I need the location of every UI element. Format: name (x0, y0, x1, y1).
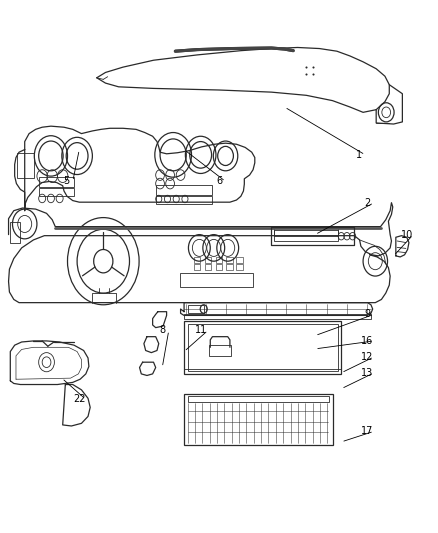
Bar (184, 314, 371, 319)
Bar (188, 305, 204, 313)
Bar (180, 273, 253, 287)
Text: 16: 16 (361, 336, 374, 346)
Bar (205, 264, 211, 270)
Bar (155, 196, 212, 204)
Bar (194, 264, 200, 270)
Bar (215, 264, 222, 270)
Bar (237, 257, 243, 263)
Bar (187, 395, 329, 402)
Bar (17, 153, 34, 178)
Bar (237, 264, 243, 270)
Text: 8: 8 (159, 325, 165, 335)
Text: 17: 17 (361, 426, 374, 437)
Text: 13: 13 (361, 368, 374, 378)
Text: 22: 22 (73, 394, 85, 405)
Bar (39, 177, 74, 187)
Bar (215, 257, 222, 263)
Bar (187, 324, 338, 370)
Bar (205, 257, 211, 263)
Text: 2: 2 (364, 198, 371, 208)
Bar (39, 188, 74, 196)
Bar (226, 264, 233, 270)
Text: 11: 11 (195, 325, 208, 335)
Bar (11, 222, 20, 243)
Text: 12: 12 (361, 352, 374, 362)
Bar (274, 230, 338, 241)
Text: 10: 10 (401, 230, 413, 240)
Text: 5: 5 (63, 176, 69, 187)
Text: 9: 9 (364, 309, 371, 319)
Bar (155, 185, 212, 195)
Bar (184, 321, 341, 374)
Bar (194, 257, 200, 263)
Text: 1: 1 (356, 150, 362, 160)
Bar (209, 345, 231, 356)
Bar (226, 257, 233, 263)
Text: 6: 6 (216, 176, 222, 187)
Bar (184, 394, 332, 445)
Bar (274, 228, 338, 236)
